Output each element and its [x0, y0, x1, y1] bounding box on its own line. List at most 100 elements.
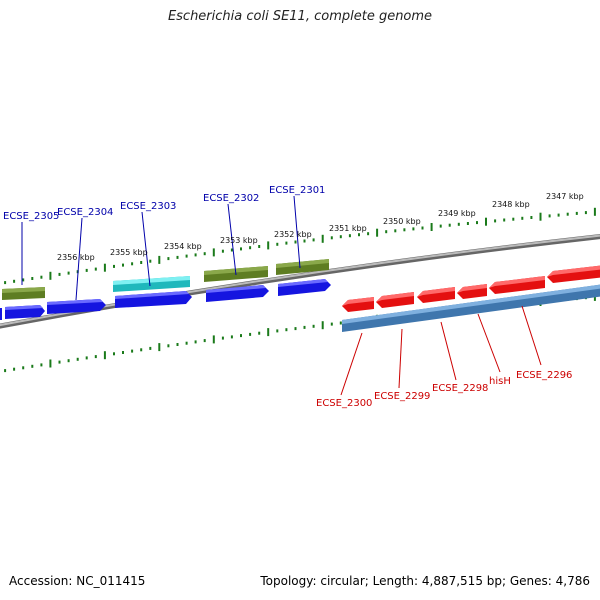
scale-minor-tick	[575, 211, 578, 215]
scale-minor-tick	[294, 240, 297, 244]
scale-minor-tick	[149, 346, 152, 350]
svg-text:hisH: hisH	[489, 376, 511, 387]
scale-minor-tick	[448, 223, 451, 227]
scale-minor-tick	[339, 321, 342, 325]
tick-label-2350: 2350 kbp	[383, 217, 421, 226]
scale-minor-tick	[4, 281, 7, 285]
svg-text:ECSE_2298: ECSE_2298	[432, 383, 488, 394]
gene-label-ecse-2302[interactable]: ECSE_2302	[203, 193, 259, 276]
scale-minor-tick	[285, 241, 288, 245]
cyan-feature[interactable]	[113, 276, 190, 292]
scale-minor-tick	[312, 324, 315, 328]
gene-label-ecse-2303[interactable]: ECSE_2303	[120, 201, 176, 287]
scale-minor-tick	[303, 325, 306, 329]
scale-minor-tick	[330, 236, 333, 240]
scale-minor-tick	[4, 369, 7, 373]
scale-minor-tick	[240, 334, 242, 338]
blue-cds-arrow-2[interactable]	[5, 305, 45, 319]
tick-label-2354: 2354 kbp	[164, 242, 202, 251]
scale-minor-tick	[312, 238, 315, 242]
tick-label-2349: 2349 kbp	[438, 209, 476, 218]
scale-minor-tick	[22, 278, 25, 282]
red-cds-arrow-4[interactable]	[457, 284, 487, 299]
svg-text:ECSE_2303: ECSE_2303	[120, 201, 176, 212]
scale-minor-tick	[439, 224, 442, 228]
scale-major-tick	[485, 217, 487, 226]
upper-scale-line	[4, 207, 596, 285]
scale-minor-tick	[31, 364, 34, 368]
scale-minor-tick	[221, 249, 224, 253]
scale-major-tick	[267, 241, 270, 250]
scale-minor-tick	[584, 211, 587, 215]
scale-major-tick	[158, 255, 161, 264]
red-cds-arrow-5[interactable]	[489, 276, 545, 294]
scale-minor-tick	[31, 277, 34, 280]
scale-minor-tick	[122, 351, 124, 354]
scale-minor-tick	[512, 217, 515, 221]
scale-minor-tick	[67, 271, 70, 275]
scale-minor-tick	[94, 267, 97, 271]
scale-minor-tick	[249, 246, 252, 250]
blue-cds-arrow-1[interactable]	[0, 308, 2, 320]
olive-feature-1[interactable]	[2, 287, 45, 300]
scale-minor-tick	[258, 245, 261, 248]
scale-minor-tick	[13, 367, 16, 371]
scale-minor-tick	[494, 219, 497, 223]
scale-minor-tick	[113, 352, 115, 356]
scale-minor-tick	[530, 216, 533, 219]
scale-minor-tick	[149, 259, 152, 263]
scale-major-tick	[103, 263, 106, 272]
scale-minor-tick	[85, 356, 88, 360]
blue-cds-arrow-3[interactable]	[47, 299, 106, 314]
scale-minor-tick	[185, 254, 188, 258]
scale-minor-tick	[258, 331, 261, 335]
gene-label-ecse-2299[interactable]: ECSE_2299	[374, 328, 430, 402]
red-cds-arrow-3[interactable]	[417, 287, 455, 303]
svg-text:ECSE_2299: ECSE_2299	[374, 391, 430, 402]
olive-feature-3[interactable]	[276, 259, 329, 275]
scale-major-tick	[376, 228, 379, 237]
gene-label-ecse-2305[interactable]: ECSE_2305	[3, 211, 59, 285]
map-title: Escherichia coli SE11, complete genome	[167, 9, 433, 24]
scale-minor-tick	[140, 348, 143, 352]
blue-cds-arrow-4[interactable]	[115, 291, 192, 308]
gene-label-ecse-2301[interactable]: ECSE_2301	[269, 185, 325, 269]
gene-label-hish[interactable]: hisH	[477, 313, 511, 387]
scale-minor-tick	[58, 272, 61, 276]
scale-minor-tick	[194, 253, 197, 257]
scale-minor-tick	[203, 339, 206, 343]
scale-major-tick	[593, 207, 596, 216]
blue-cds-arrow-5[interactable]	[206, 285, 269, 302]
blue-cds-arrow-6[interactable]	[278, 279, 331, 296]
steel-feature[interactable]	[342, 284, 600, 332]
scale-major-tick	[212, 335, 215, 344]
scale-minor-tick	[385, 230, 388, 234]
gene-label-ecse-2296[interactable]: ECSE_2296	[516, 305, 572, 381]
scale-minor-tick	[303, 239, 306, 243]
red-cds-arrow-2[interactable]	[376, 292, 414, 308]
scale-minor-tick	[285, 328, 288, 332]
gene-label-ecse-2298[interactable]: ECSE_2298	[432, 321, 488, 394]
svg-text:ECSE_2301: ECSE_2301	[269, 185, 325, 196]
scale-major-tick	[321, 234, 324, 243]
scale-minor-tick	[276, 329, 279, 333]
scale-minor-tick	[13, 279, 16, 283]
scale-minor-tick	[294, 327, 297, 331]
scale-minor-tick	[557, 213, 560, 217]
scale-minor-tick	[185, 341, 188, 345]
red-cds-arrow-6[interactable]	[547, 265, 600, 283]
svg-text:ECSE_2300: ECSE_2300	[316, 398, 372, 409]
scale-minor-tick	[476, 221, 478, 225]
svg-text:ECSE_2305: ECSE_2305	[3, 211, 59, 222]
scale-minor-tick	[566, 212, 569, 216]
scale-minor-tick	[176, 255, 179, 259]
red-cds-arrow-1[interactable]	[342, 297, 374, 312]
gene-label-ecse-2300[interactable]: ECSE_2300	[316, 332, 372, 409]
scale-major-tick	[539, 212, 542, 221]
tick-label-2348: 2348 kbp	[492, 200, 530, 209]
scale-minor-tick	[276, 242, 279, 246]
scale-minor-tick	[122, 263, 124, 267]
scale-minor-tick	[403, 228, 406, 232]
gene-label-ecse-2304[interactable]: ECSE_2304	[57, 207, 113, 301]
